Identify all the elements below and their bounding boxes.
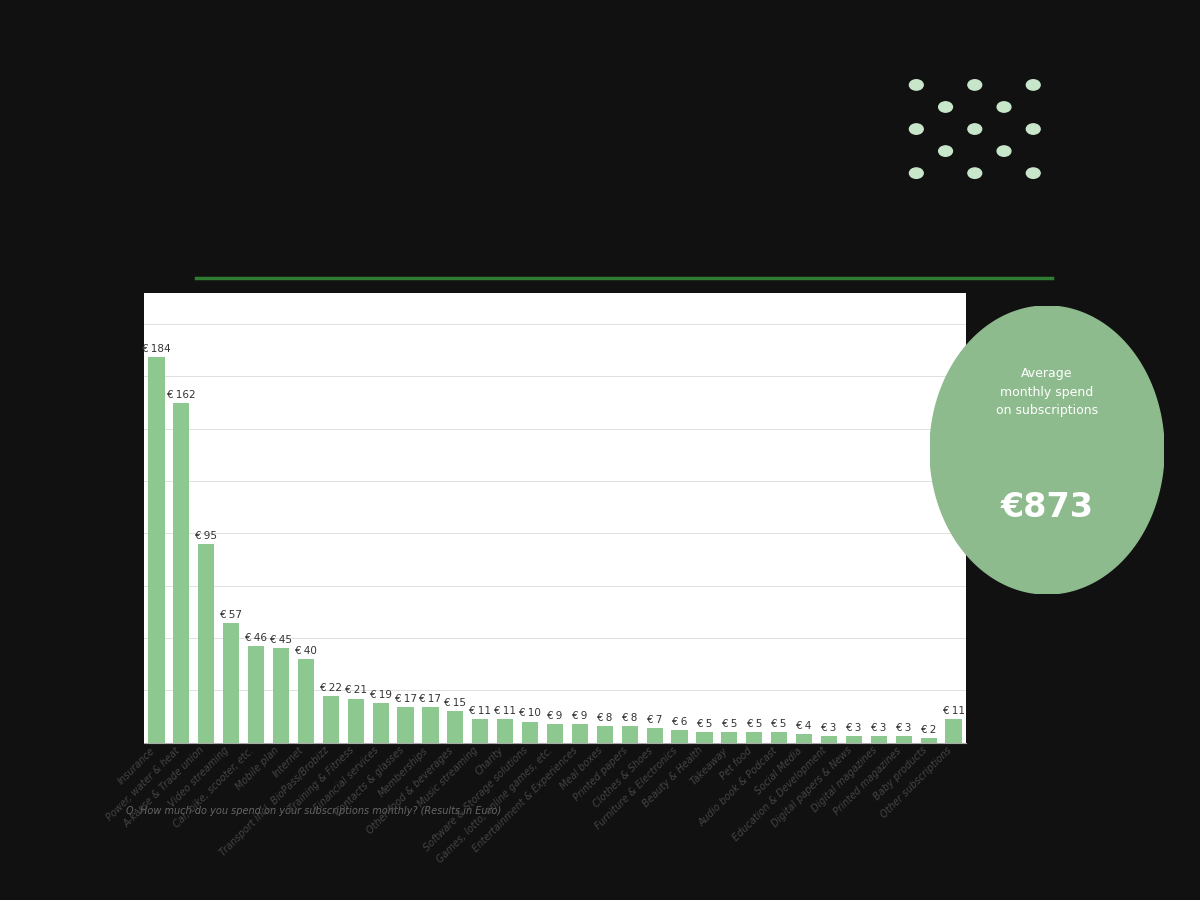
Circle shape <box>938 102 953 112</box>
Bar <box>223 623 239 742</box>
Bar <box>547 724 563 742</box>
Text: € 184: € 184 <box>142 344 170 355</box>
Text: € 17: € 17 <box>395 694 416 704</box>
Bar <box>895 736 912 742</box>
Circle shape <box>1026 80 1040 90</box>
Bar <box>323 697 338 742</box>
Text: € 5: € 5 <box>721 719 737 729</box>
Bar <box>448 711 463 742</box>
Bar <box>596 725 613 742</box>
Text: € 11: € 11 <box>469 706 491 716</box>
Text: € 22: € 22 <box>320 683 342 693</box>
Text: € 40: € 40 <box>295 645 317 655</box>
Text: € 7: € 7 <box>647 715 662 724</box>
Bar <box>497 719 514 742</box>
Polygon shape <box>930 306 1164 594</box>
Bar <box>796 734 812 742</box>
Text: € 3: € 3 <box>846 723 862 734</box>
Bar <box>248 646 264 742</box>
Text: € 8: € 8 <box>598 713 612 723</box>
Text: € 57: € 57 <box>220 610 242 620</box>
Text: € 95: € 95 <box>196 530 217 541</box>
Text: € 6: € 6 <box>672 716 688 727</box>
Bar <box>946 719 961 742</box>
Bar <box>696 732 713 742</box>
Text: € 11: € 11 <box>942 706 965 716</box>
Circle shape <box>968 80 982 90</box>
Bar <box>422 706 438 742</box>
Bar <box>721 732 738 742</box>
Text: € 10: € 10 <box>520 708 541 718</box>
Bar <box>572 724 588 742</box>
Circle shape <box>938 146 953 157</box>
Bar <box>173 403 190 742</box>
Bar <box>397 706 414 742</box>
Bar <box>746 732 762 742</box>
Text: € 5: € 5 <box>746 719 762 729</box>
Text: € 2: € 2 <box>920 725 936 735</box>
Text: Q: How much do you spend on your subscriptions monthly? (Results in Euro): Q: How much do you spend on your subscri… <box>126 806 502 816</box>
Circle shape <box>910 168 923 178</box>
Circle shape <box>910 124 923 134</box>
Circle shape <box>968 168 982 178</box>
Text: € 3: € 3 <box>896 723 912 734</box>
Bar <box>272 648 289 742</box>
Text: Average
monthly spend
on subscriptions: Average monthly spend on subscriptions <box>996 367 1098 418</box>
Text: € 15: € 15 <box>444 698 467 708</box>
Circle shape <box>997 102 1010 112</box>
Bar <box>372 703 389 742</box>
Circle shape <box>1026 168 1040 178</box>
Bar <box>772 732 787 742</box>
Bar <box>672 730 688 742</box>
Text: € 46: € 46 <box>245 633 268 643</box>
Bar <box>871 736 887 742</box>
Text: € 8: € 8 <box>622 713 637 723</box>
Bar <box>149 357 164 742</box>
Text: € 17: € 17 <box>420 694 442 704</box>
Text: € 162: € 162 <box>167 391 196 401</box>
Text: € 9: € 9 <box>547 710 563 721</box>
Text: € 45: € 45 <box>270 635 292 645</box>
Text: €873: €873 <box>1001 491 1093 524</box>
Text: € 11: € 11 <box>494 706 516 716</box>
Circle shape <box>1026 124 1040 134</box>
Text: € 3: € 3 <box>821 723 836 734</box>
Bar <box>198 544 215 742</box>
Bar <box>522 722 538 742</box>
Text: € 5: € 5 <box>772 719 787 729</box>
Text: The monthly subscription spend in
Scandinavia across categories: The monthly subscription spend in Scandi… <box>196 97 791 163</box>
Text: € 21: € 21 <box>344 686 367 696</box>
Circle shape <box>910 80 923 90</box>
Bar <box>622 725 638 742</box>
Text: € 4: € 4 <box>797 721 811 731</box>
Circle shape <box>968 124 982 134</box>
Bar <box>846 736 862 742</box>
Text: € 19: € 19 <box>370 689 391 699</box>
Circle shape <box>997 146 1010 157</box>
Bar <box>647 728 662 742</box>
Text: € 9: € 9 <box>572 710 588 721</box>
Bar <box>472 719 488 742</box>
Text: € 5: € 5 <box>697 719 712 729</box>
Bar <box>298 659 314 742</box>
Text: € 3: € 3 <box>871 723 887 734</box>
Bar <box>348 698 364 742</box>
Bar <box>821 736 838 742</box>
Bar <box>920 738 937 742</box>
